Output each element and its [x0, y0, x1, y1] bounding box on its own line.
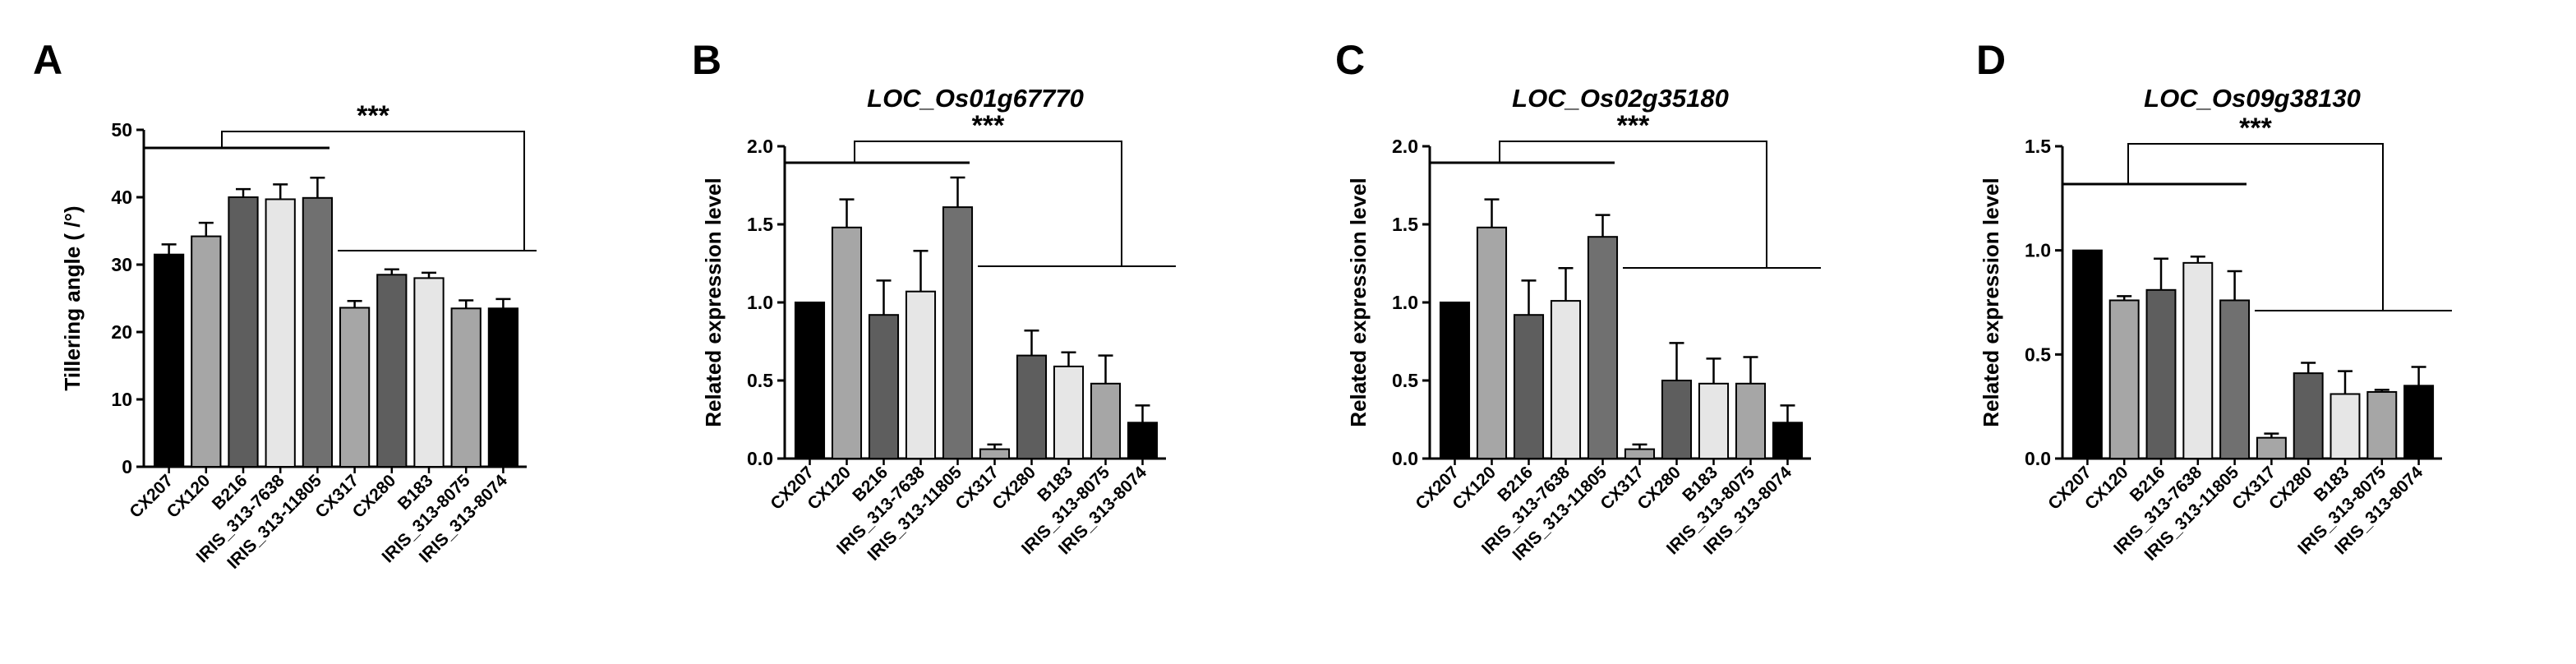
chart-title: LOC_Os09g38130 [2144, 84, 2361, 113]
y-tick-label: 0.5 [1392, 370, 1418, 391]
y-tick-label: 20 [111, 321, 132, 343]
bar-b183 [1698, 382, 1730, 459]
bar-iris_313-11805 [1587, 236, 1619, 459]
bar-cx207 [1439, 302, 1471, 459]
bar-cx280 [376, 274, 408, 468]
y-tick-label: 30 [111, 254, 132, 275]
significance-label: *** [2239, 113, 2272, 144]
y-tick-label: 1.5 [747, 214, 773, 235]
bar-iris_313-7638 [265, 198, 296, 468]
y-tick-label: 50 [111, 119, 132, 141]
y-tick-label: 1.5 [1392, 214, 1418, 235]
bar-cx207 [2071, 249, 2103, 459]
bar-cx317 [339, 307, 371, 468]
bar-cx120 [1476, 226, 1508, 459]
panel-c: C LOC_Os02g35180 Related expression level 0… [1335, 37, 1821, 565]
bar-iris_313-8075 [1735, 382, 1767, 459]
bar-iris_313-8075 [450, 307, 482, 468]
y-tick-label: 10 [111, 389, 132, 410]
bar-iris_313-7638 [2182, 261, 2214, 459]
significance-bracket [854, 141, 1122, 266]
bar-iris_313-8074 [1772, 422, 1804, 459]
y-axis-label: Related expression level [1346, 178, 1371, 427]
bar-iris_313-8074 [1127, 422, 1159, 459]
significance-bracket [221, 131, 525, 251]
significance-label: *** [357, 100, 389, 131]
significance-bracket [1499, 141, 1767, 268]
bar-cx207 [153, 253, 185, 468]
bar-cx120 [831, 226, 863, 459]
bar-iris_313-11805 [302, 196, 334, 468]
bar-iris_313-8074 [487, 307, 519, 468]
bar-iris_313-7638 [1550, 300, 1582, 459]
bar-b183 [2329, 393, 2361, 460]
panel-letter: C [1335, 37, 1365, 83]
bar-b216 [228, 196, 259, 468]
y-tick-label: 1.5 [2025, 136, 2051, 157]
y-tick-label: 0.0 [747, 448, 773, 469]
bar-b183 [1053, 365, 1085, 459]
bar-cx317 [979, 448, 1011, 459]
bar-cx120 [2108, 299, 2140, 460]
bar-iris_313-8074 [2403, 385, 2435, 460]
significance-label: *** [972, 110, 1005, 141]
panel-letter: D [1976, 37, 2006, 83]
y-tick-label: 40 [111, 187, 132, 208]
significance-bracket [2127, 143, 2384, 311]
bar-b216 [868, 314, 900, 460]
chart-title: LOC_Os02g35180 [1512, 84, 1729, 113]
chart-title: LOC_Os01g67770 [867, 84, 1084, 113]
bar-cx207 [794, 302, 826, 459]
bar-b216 [2145, 288, 2177, 459]
y-tick-label: 1.0 [747, 292, 773, 313]
panel-b: B LOC_Os01g67770 Related expression level 0… [692, 37, 1176, 565]
panel-letter: B [692, 37, 721, 83]
y-tick-label: 0.5 [747, 370, 773, 391]
bar-b216 [1513, 314, 1545, 460]
significance-label: *** [1617, 110, 1650, 141]
bar-cx280 [2293, 372, 2324, 459]
bar-iris_313-8075 [2366, 390, 2398, 459]
y-tick-label: 2.0 [747, 136, 773, 157]
y-tick-label: 0.0 [1392, 448, 1418, 469]
y-tick-label: 0 [122, 456, 132, 477]
y-tick-label: 1.0 [2025, 240, 2051, 261]
bar-iris_313-11805 [942, 206, 974, 459]
y-tick-label: 0.5 [2025, 344, 2051, 365]
bar-cx120 [191, 235, 222, 468]
y-tick-label: 2.0 [1392, 136, 1418, 157]
bar-iris_313-7638 [905, 290, 937, 460]
y-tick-label: 1.0 [1392, 292, 1418, 313]
panel-d: D LOC_Os09g38130 Related expression level 0… [1976, 37, 2452, 565]
y-axis-label: Related expression level [1979, 178, 2003, 427]
bar-iris_313-11805 [2219, 299, 2251, 460]
bar-b183 [413, 277, 445, 468]
bar-cx280 [1016, 354, 1048, 460]
bar-iris_313-8075 [1090, 382, 1122, 459]
y-axis-label: Tillering angle ( /°) [60, 205, 85, 390]
bar-cx317 [2256, 436, 2287, 460]
bar-cx280 [1661, 380, 1693, 459]
bar-cx317 [1624, 448, 1656, 459]
panel-letter: A [33, 37, 62, 83]
y-tick-label: 0.0 [2025, 448, 2051, 469]
y-axis-label: Related expression level [701, 178, 726, 427]
